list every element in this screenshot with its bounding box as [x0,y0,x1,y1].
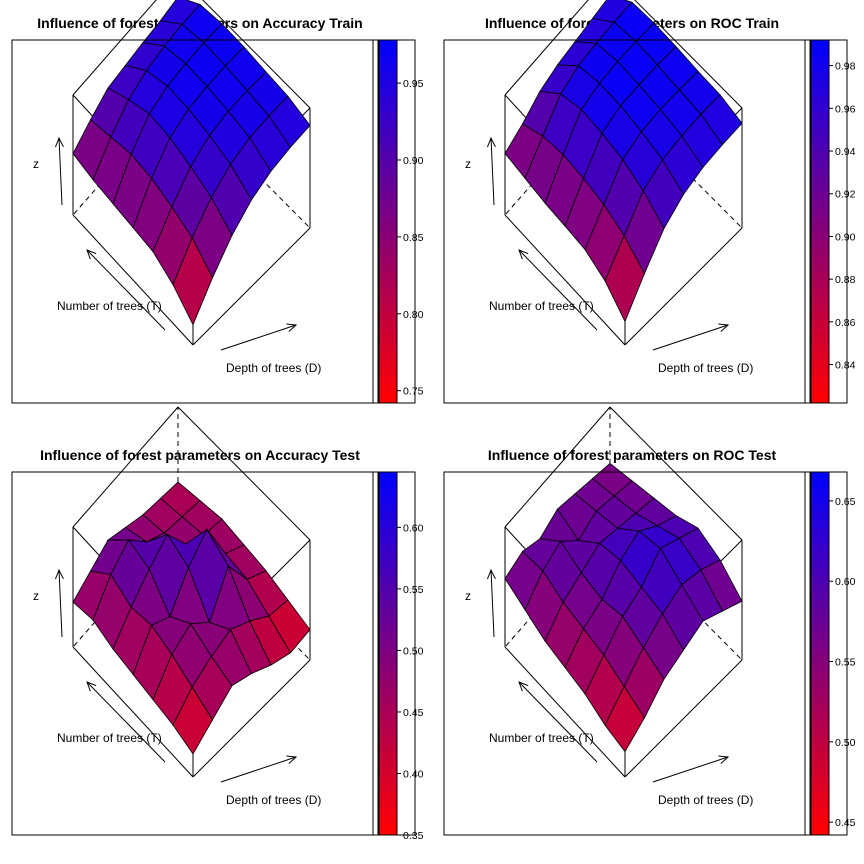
depth-axis-label: Depth of trees (D) [658,793,753,807]
trees-axis-arrow [519,682,598,763]
colorbar-tick-label: 0.60 [403,522,424,534]
colorbar-frame [372,471,416,836]
colorbar-gap [372,471,379,836]
box-edge [624,659,743,778]
trees-axis-label: Number of trees (T) [57,299,162,313]
box-edge [192,227,311,346]
z-axis-label: z [33,157,39,171]
colorbar-tick-label: 0.92 [835,189,856,201]
z-axis-arrow [491,570,494,638]
colorbar-frame [372,39,416,404]
colorbar-tick-label: 0.40 [403,768,424,780]
colorbar [810,39,830,404]
colorbar [810,471,830,836]
surface-facet [604,685,645,753]
colorbar-tick-label: 0.90 [403,155,424,167]
colorbar-tick-label: 0.50 [835,737,856,749]
colorbar-gap [372,39,379,404]
colorbar-tick-label: 0.65 [835,496,856,508]
colorbar-tick-label: 0.80 [403,309,424,321]
surface-facet [172,236,213,326]
trees-axis-label: Number of trees (T) [57,731,162,745]
colorbar-tick-label: 0.95 [403,78,424,90]
box-edge [72,214,194,346]
z-axis-arrow [59,138,62,206]
surface [72,0,311,326]
colorbar-tick-label: 0.55 [403,584,424,596]
colorbar-tick-label: 0.35 [403,830,424,842]
colorbar-frame [804,471,848,836]
colorbar-tick-label: 0.88 [835,274,856,286]
box-edge [504,406,611,528]
depth-axis-arrow [220,757,296,783]
panel-title: Influence of forest parameters on Accura… [40,447,360,463]
colorbar-tick-label: 0.85 [403,232,424,244]
box-edge [624,227,743,346]
depth-axis-label: Depth of trees (D) [226,793,321,807]
colorbar-tick-label: 0.86 [835,317,856,329]
box-edge [72,406,179,528]
surface [504,462,743,753]
trees-axis-arrow [519,250,598,331]
depth-axis-arrow [220,325,296,351]
colorbar-tick-label: 0.96 [835,103,856,115]
colorbar-tick-label: 0.50 [403,645,424,657]
surface [72,481,311,755]
box-edge [609,406,743,541]
panel-4: Influence of forest parameters on ROC Te… [443,406,856,836]
colorbar-gap [804,471,811,836]
trees-axis-label: Number of trees (T) [489,299,594,313]
z-axis-label: z [465,589,471,603]
colorbar-tick-label: 0.45 [835,817,856,829]
trees-axis-arrow [87,682,166,763]
box-edge [72,0,157,96]
surface-skirt [723,601,743,679]
box-edge [504,0,589,96]
z-axis-arrow [491,138,494,206]
surface-facet [604,234,645,323]
box-edge [192,659,311,778]
colorbar-frame [804,39,848,404]
panel-3: Influence of forest parameters on Accura… [11,406,424,842]
box-edge [202,0,311,109]
colorbar-gap [804,39,811,404]
surface-skirt [723,123,743,247]
z-axis-arrow [59,570,62,638]
colorbar [378,39,398,404]
box-edge [72,646,194,778]
box-edge [504,214,626,346]
trees-axis-label: Number of trees (T) [489,731,594,745]
panel-title: Influence of forest parameters on ROC Te… [488,447,777,463]
colorbar-tick-label: 0.84 [835,360,856,372]
panel-2: Influence of forest parameters on ROC Tr… [443,0,856,404]
box-edge [634,0,743,109]
surface-skirt [252,665,272,718]
panel-1: Influence of forest parameters on Accura… [11,0,424,404]
z-axis-label: z [465,157,471,171]
depth-axis-arrow [652,325,728,351]
colorbar-tick-label: 0.94 [835,146,856,158]
colorbar-tick-label: 0.60 [835,576,856,588]
box-edge [504,646,626,778]
colorbar-tick-label: 0.90 [835,231,856,243]
surface-facet [172,686,213,755]
depth-axis-label: Depth of trees (D) [658,361,753,375]
surface-skirt [703,611,723,699]
depth-axis-label: Depth of trees (D) [226,361,321,375]
depth-axis-arrow [652,757,728,783]
surface [504,0,743,323]
trees-axis-arrow [87,250,166,331]
colorbar-tick-label: 0.75 [403,386,424,398]
colorbar-tick-label: 0.55 [835,657,856,669]
z-axis-label: z [33,589,39,603]
colorbar [378,471,398,836]
colorbar-tick-label: 0.98 [835,61,856,73]
colorbar-tick-label: 0.45 [403,707,424,719]
box-edge [177,406,311,541]
